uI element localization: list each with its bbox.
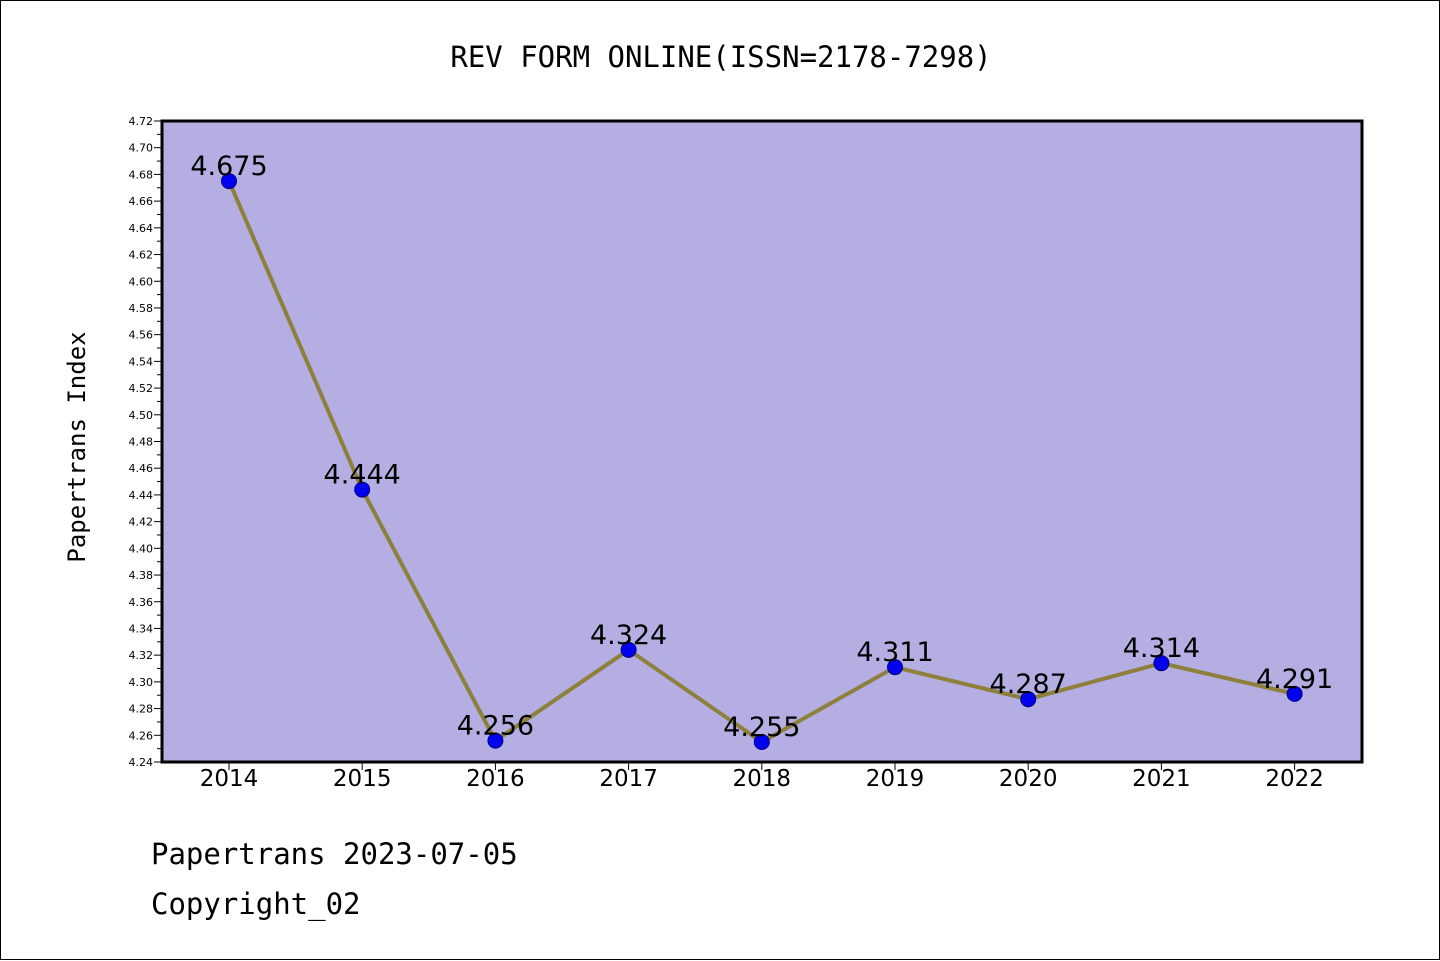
y-tick-label: 4.66 — [129, 195, 154, 208]
y-tick-label: 4.28 — [129, 703, 154, 716]
x-tick-label: 2014 — [200, 766, 259, 792]
x-tick-label: 2018 — [733, 766, 792, 792]
data-label: 4.444 — [324, 460, 401, 491]
y-tick-label: 4.40 — [129, 542, 154, 555]
data-point — [221, 173, 237, 190]
x-axis: 2014 2015 2016 2017 2018 2019 2020 2021 2022 — [200, 762, 1324, 792]
x-tick-label: 2015 — [333, 766, 392, 792]
data-point — [1020, 691, 1037, 708]
y-tick-label: 4.42 — [129, 516, 154, 529]
y-axis-label: Papertrans Index — [63, 331, 91, 562]
y-tick-label: 4.44 — [129, 489, 154, 502]
x-tick-label: 2021 — [1132, 766, 1191, 792]
y-tick-label: 4.34 — [129, 622, 154, 635]
data-label: 4.287 — [990, 669, 1067, 700]
y-tick-label: 4.24 — [129, 756, 154, 769]
y-tick-label: 4.50 — [129, 409, 154, 422]
data-point — [887, 659, 903, 676]
data-label: 4.324 — [590, 620, 667, 651]
y-tick-label: 4.26 — [129, 729, 154, 742]
y-tick-label: 4.56 — [129, 329, 154, 342]
y-tick-label: 4.60 — [129, 275, 154, 288]
data-point — [1153, 655, 1170, 672]
footer-date: Papertrans 2023-07-05 — [151, 837, 518, 871]
x-tick-label: 2017 — [599, 766, 658, 792]
chart-title: REV FORM ONLINE(ISSN=2178-7298) — [450, 40, 991, 74]
x-tick-label: 2016 — [466, 766, 525, 792]
x-tick-label: 2020 — [999, 766, 1058, 792]
data-point — [753, 733, 770, 750]
y-tick-label: 4.48 — [129, 436, 154, 449]
y-tick-label: 4.64 — [129, 222, 154, 235]
y-tick-label: 4.62 — [129, 249, 154, 262]
data-label: 4.256 — [457, 711, 534, 742]
data-point — [1286, 685, 1303, 702]
data-markers — [221, 173, 1303, 750]
data-label: 4.314 — [1123, 633, 1200, 664]
footer-copyright: Copyright_02 — [151, 887, 361, 921]
data-labels: 4.675 4.444 4.256 4.324 4.255 4.311 4.287 4.314… — [190, 151, 1333, 743]
data-label: 4.291 — [1256, 664, 1333, 695]
y-tick-label: 4.70 — [129, 142, 154, 155]
y-tick-label: 4.68 — [129, 168, 154, 181]
y-axis: 4.24 4.26 4.28 4.30 4.32 4.34 4.36 4.38 4.40 4.42… — [129, 115, 162, 769]
x-tick-label: 2022 — [1265, 766, 1324, 792]
data-point — [487, 732, 504, 749]
data-point — [620, 641, 637, 658]
data-label: 4.255 — [723, 712, 800, 743]
y-tick-label: 4.38 — [129, 569, 154, 582]
y-tick-label: 4.46 — [129, 462, 154, 475]
plot-area — [160, 119, 1364, 764]
y-tick-label: 4.36 — [129, 596, 154, 609]
data-label: 4.311 — [856, 637, 933, 668]
data-label: 4.675 — [190, 151, 267, 182]
data-point — [354, 481, 371, 498]
y-tick-label: 4.52 — [129, 382, 154, 395]
y-tick-label: 4.30 — [129, 676, 154, 689]
x-tick-label: 2019 — [866, 766, 925, 792]
y-tick-label: 4.54 — [129, 355, 154, 368]
y-tick-label: 4.32 — [129, 649, 154, 662]
y-tick-label: 4.72 — [129, 115, 154, 128]
y-tick-label: 4.58 — [129, 302, 154, 315]
